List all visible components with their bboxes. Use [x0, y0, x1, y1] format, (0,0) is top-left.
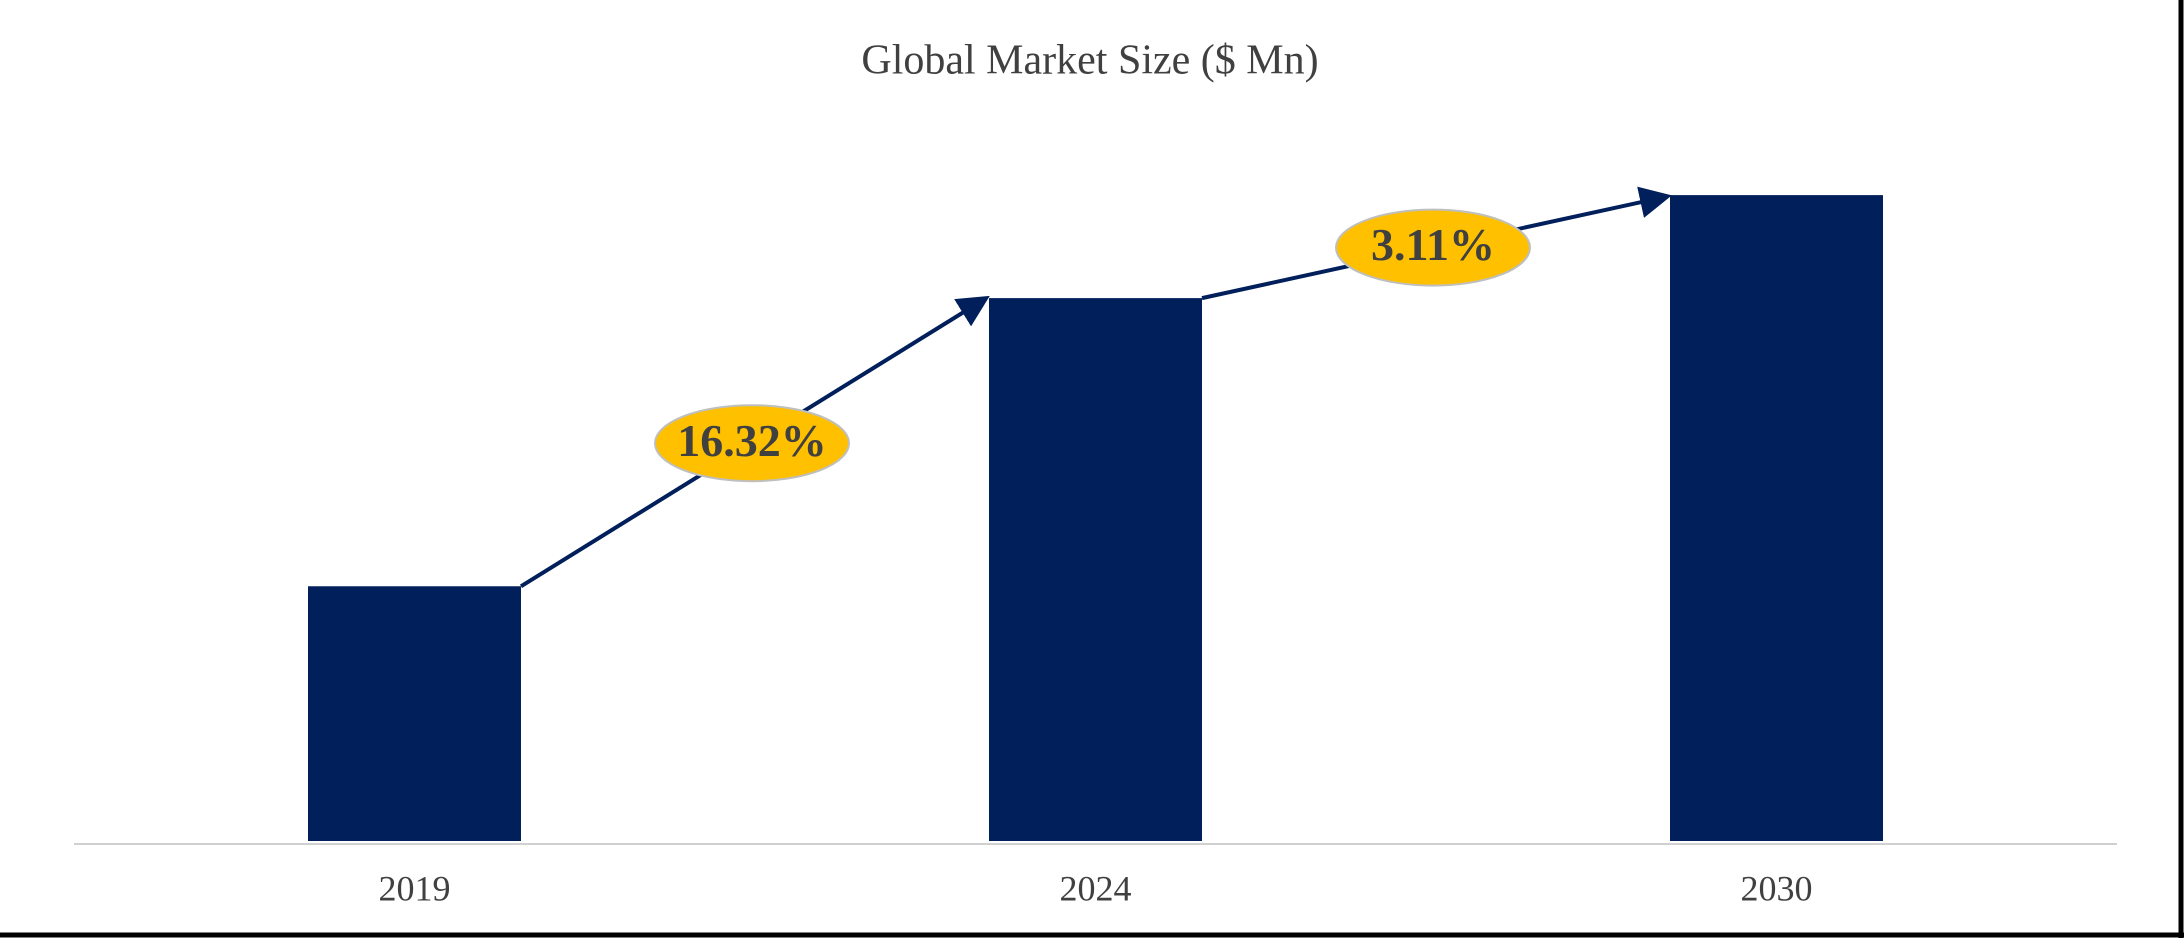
x-tick-label: 2024	[1060, 868, 1132, 908]
bar	[1670, 195, 1883, 841]
x-tick-label: 2030	[1741, 868, 1813, 908]
bar	[308, 586, 521, 841]
cagr-label: 3.11%	[1371, 219, 1495, 270]
bar	[989, 298, 1202, 841]
cagr-badge	[654, 404, 850, 483]
chart-title: Global Market Size ($ Mn)	[861, 38, 1318, 84]
x-tick-label: 2019	[379, 868, 451, 908]
cagr-label: 16.32%	[677, 415, 827, 466]
cagr-badge	[1335, 208, 1531, 287]
